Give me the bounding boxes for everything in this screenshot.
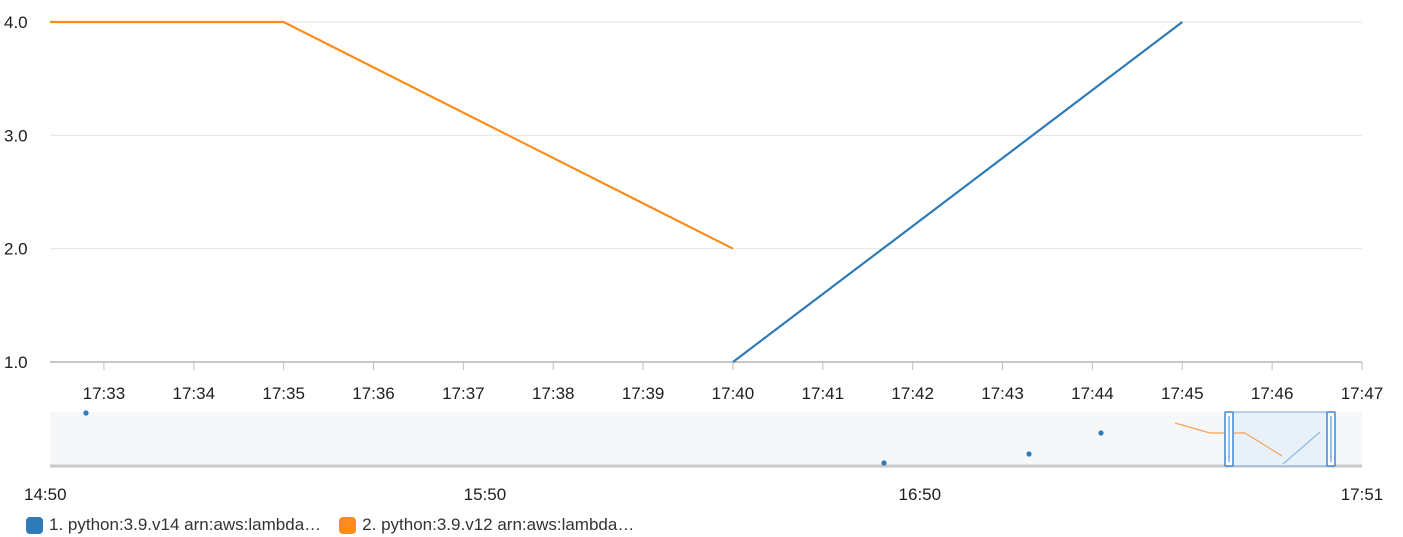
y-tick-label: 4.0 (4, 13, 28, 32)
x-tick-label: 17:37 (442, 384, 485, 403)
legend-swatch-series-2 (339, 516, 357, 534)
x-tick-label: 17:35 (262, 384, 305, 403)
legend-label-series-1: 1. python:3.9.v14 arn:aws:lambda… (49, 515, 322, 534)
overview-point (881, 460, 887, 466)
x-tick-label: 17:46 (1251, 384, 1294, 403)
x-tick-label: 17:34 (173, 384, 216, 403)
overview-tick-label: 17:51 (1341, 485, 1384, 504)
overview-point (83, 410, 89, 416)
overview-background (50, 412, 1362, 466)
overview-point (1098, 430, 1104, 436)
x-tick-label: 17:41 (802, 384, 845, 403)
time-range-overview[interactable]: 14:50 15:50 16:50 17:51 (24, 410, 1383, 504)
x-tick-label: 17:42 (891, 384, 934, 403)
y-tick-label: 2.0 (4, 240, 28, 259)
x-tick-label: 17:40 (712, 384, 755, 403)
legend-item-series-2[interactable]: 2. python:3.9.v12 arn:aws:lambda… (339, 515, 634, 535)
gridlines (50, 21, 1362, 363)
overview-tick-label: 16:50 (899, 485, 942, 504)
overview-point (1026, 451, 1032, 457)
series-line-2[interactable] (50, 20, 734, 250)
x-axis: 17:33 17:34 17:35 17:36 17:37 17:38 17:39 17:40… (83, 362, 1384, 403)
x-tick-label: 17:43 (981, 384, 1024, 403)
legend-swatch-series-1 (26, 516, 43, 534)
x-tick-label: 17:45 (1161, 384, 1204, 403)
overview-tick-label: 14:50 (24, 485, 67, 504)
overview-selection-window (1228, 411, 1332, 467)
x-tick-label: 17:36 (352, 384, 395, 403)
x-tick-label: 17:33 (83, 384, 126, 403)
y-axis: 4.0 3.0 2.0 1.0 (4, 13, 28, 372)
legend-label-series-2: 2. python:3.9.v12 arn:aws:lambda… (362, 515, 635, 534)
overview-series-1 (1282, 431, 1321, 465)
x-tick-label: 17:47 (1341, 384, 1384, 403)
series-line-1[interactable] (732, 21, 1183, 363)
x-tick-label: 17:38 (532, 384, 575, 403)
legend-item-series-1[interactable]: 1. python:3.9.v14 arn:aws:lambda… (26, 515, 321, 535)
x-tick-label: 17:39 (622, 384, 665, 403)
x-tick-label: 17:44 (1071, 384, 1114, 403)
series-lines[interactable] (50, 20, 1183, 363)
y-tick-label: 3.0 (4, 126, 28, 145)
y-tick-label: 1.0 (4, 353, 28, 372)
legend: 1. python:3.9.v14 arn:aws:lambda… 2. pyt… (26, 514, 652, 536)
overview-tick-label: 15:50 (464, 485, 507, 504)
